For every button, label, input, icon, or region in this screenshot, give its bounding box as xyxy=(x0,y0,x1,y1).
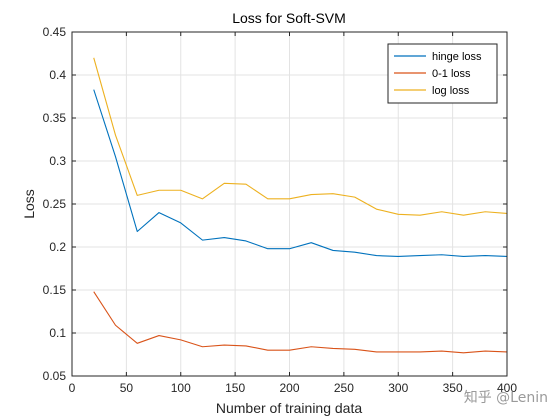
series-line-0-1-loss xyxy=(93,291,508,354)
x-tick-label: 0 xyxy=(69,381,76,395)
x-tick-label: 200 xyxy=(279,381,299,395)
y-tick-label: 0.05 xyxy=(43,369,67,383)
y-axis-label: Loss xyxy=(21,189,37,219)
y-tick-label: 0.15 xyxy=(43,283,67,297)
series-line-hinge-loss xyxy=(93,89,508,258)
y-tick-label: 0.3 xyxy=(49,154,66,168)
x-tick-label: 100 xyxy=(171,381,191,395)
x-axis-label: Number of training data xyxy=(216,400,363,416)
y-tick-label: 0.25 xyxy=(43,197,67,211)
legend-label: log loss xyxy=(432,85,470,97)
x-tick-label: 150 xyxy=(225,381,245,395)
legend-label: 0-1 loss xyxy=(432,68,471,80)
y-tick-label: 0.45 xyxy=(43,25,67,39)
y-tick-label: 0.2 xyxy=(49,240,66,254)
watermark-text: 知乎 @Lenin xyxy=(464,389,548,406)
tick-labels: 0 50 100 150 200 250 300 350 400 0.05 0.1 0.15 0.2 0.… xyxy=(43,25,518,395)
chart-title: Loss for Soft-SVM xyxy=(232,10,346,26)
y-tick-label: 0.4 xyxy=(49,68,66,82)
series-line-log-loss xyxy=(93,57,508,216)
legend-label: hinge loss xyxy=(432,51,482,63)
x-tick-label: 50 xyxy=(120,381,134,395)
axes xyxy=(71,31,508,377)
series-lines xyxy=(93,57,508,354)
x-tick-label: 250 xyxy=(334,381,354,395)
x-tick-label: 350 xyxy=(443,381,463,395)
x-tick-label: 400 xyxy=(497,381,517,395)
y-tick-label: 0.35 xyxy=(43,111,67,125)
legend: hinge loss 0-1 loss log loss xyxy=(387,43,498,104)
x-tick-label: 300 xyxy=(388,381,408,395)
y-tick-label: 0.1 xyxy=(49,326,66,340)
